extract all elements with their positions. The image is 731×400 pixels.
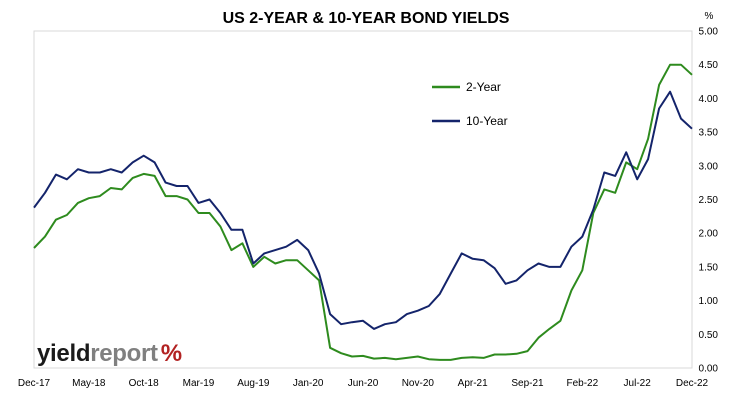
x-tick-label: Mar-19: [183, 378, 215, 389]
yieldreport-logo: yieldreport%: [37, 340, 182, 367]
y-axis-ticks: 0.00 0.50 1.00 1.50 2.00 2.50 3.00 3.50 4.00 4.50…: [699, 27, 719, 375]
x-axis-ticks: Dec-17 May-18 Oct-18 Mar-19 Aug-19 Jan-20 Jun-…: [18, 378, 709, 389]
legend-label-2-year: 2-Year: [466, 80, 501, 94]
series-line-10-year: [33, 90, 693, 330]
y-tick-label: 0.00: [699, 364, 719, 375]
x-tick-label: Aug-19: [237, 378, 270, 389]
logo-percent-icon: %: [161, 340, 182, 367]
y-tick-label: 4.50: [699, 60, 719, 71]
x-tick-label: Jul-22: [624, 378, 652, 389]
y-tick-label: 1.00: [699, 296, 719, 307]
y-axis-unit: %: [705, 11, 714, 22]
y-tick-label: 3.00: [699, 161, 719, 172]
x-tick-label: Nov-20: [402, 378, 435, 389]
series-lines: [33, 63, 693, 361]
y-tick-label: 0.50: [699, 330, 719, 341]
x-tick-label: Dec-17: [18, 378, 51, 389]
y-tick-label: 4.00: [699, 94, 719, 105]
chart-title: US 2-YEAR & 10-YEAR BOND YIELDS: [223, 10, 510, 27]
y-tick-label: 2.00: [699, 229, 719, 240]
x-tick-label: Dec-22: [676, 378, 709, 389]
y-tick-label: 3.50: [699, 128, 719, 139]
series-line-2-year: [33, 63, 693, 361]
plot-area-border: [33, 30, 693, 369]
y-tick-label: 1.50: [699, 262, 719, 273]
y-tick-label: 5.00: [699, 27, 719, 38]
logo-text-report: report: [90, 340, 158, 367]
y-tick-label: 2.50: [699, 195, 719, 206]
x-tick-label: Jan-20: [293, 378, 324, 389]
x-tick-label: Feb-22: [566, 378, 598, 389]
svg-text:yieldreport%: yieldreport%: [37, 340, 182, 367]
legend-label-10-year: 10-Year: [466, 114, 508, 128]
x-tick-label: Oct-18: [129, 378, 159, 389]
legend: 2-Year 10-Year: [432, 80, 508, 128]
x-tick-label: Sep-21: [511, 378, 544, 389]
x-tick-label: Apr-21: [458, 378, 488, 389]
logo-text-yield: yield: [37, 340, 90, 367]
x-tick-label: May-18: [72, 378, 106, 389]
x-tick-label: Jun-20: [348, 378, 379, 389]
